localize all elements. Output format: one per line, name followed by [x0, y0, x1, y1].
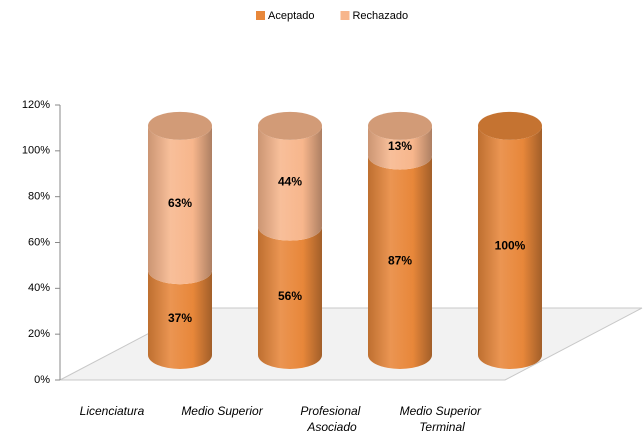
legend-label: Rechazado: [352, 10, 408, 22]
cylinder-segment: [368, 155, 432, 369]
cylinder-segment: [478, 125, 542, 369]
cylinder-top: [148, 111, 212, 140]
y-tick-label: 20%: [28, 328, 50, 340]
y-tick-label: 40%: [28, 282, 50, 294]
cylinder-segment: [368, 125, 432, 170]
data-label: 87%: [388, 253, 412, 267]
cylinder-segment: [148, 125, 212, 285]
y-tick-label: 80%: [28, 191, 50, 203]
cylinder-segment: [148, 270, 212, 369]
y-tick-label: 120%: [22, 99, 50, 111]
data-label: 63%: [168, 196, 192, 210]
cylinder-top: [478, 111, 542, 140]
legend-swatch: [256, 11, 265, 20]
x-tick-label: Medio Superior: [181, 404, 263, 418]
data-label: 100%: [495, 239, 526, 253]
floor: [59, 307, 643, 381]
data-label: 56%: [278, 289, 302, 303]
y-tick-label: 0%: [34, 374, 50, 386]
legend-swatch: [340, 11, 350, 20]
data-label: 44%: [278, 174, 302, 188]
x-tick-label: Profesional Asociado: [300, 404, 363, 434]
cylinder-top: [258, 111, 322, 140]
data-label: 37%: [168, 311, 192, 325]
x-tick-label: Licenciatura: [80, 404, 145, 418]
y-tick-label: 100%: [22, 145, 50, 157]
cylinder-segment: [258, 226, 322, 369]
y-tick-label: 60%: [28, 236, 50, 248]
cylinder-segment: [258, 125, 322, 241]
cylinder-top: [368, 111, 432, 140]
data-label: 13%: [388, 139, 412, 153]
legend-label: Aceptado: [268, 10, 314, 22]
x-tick-label: Medio Superior Terminal: [400, 404, 485, 434]
